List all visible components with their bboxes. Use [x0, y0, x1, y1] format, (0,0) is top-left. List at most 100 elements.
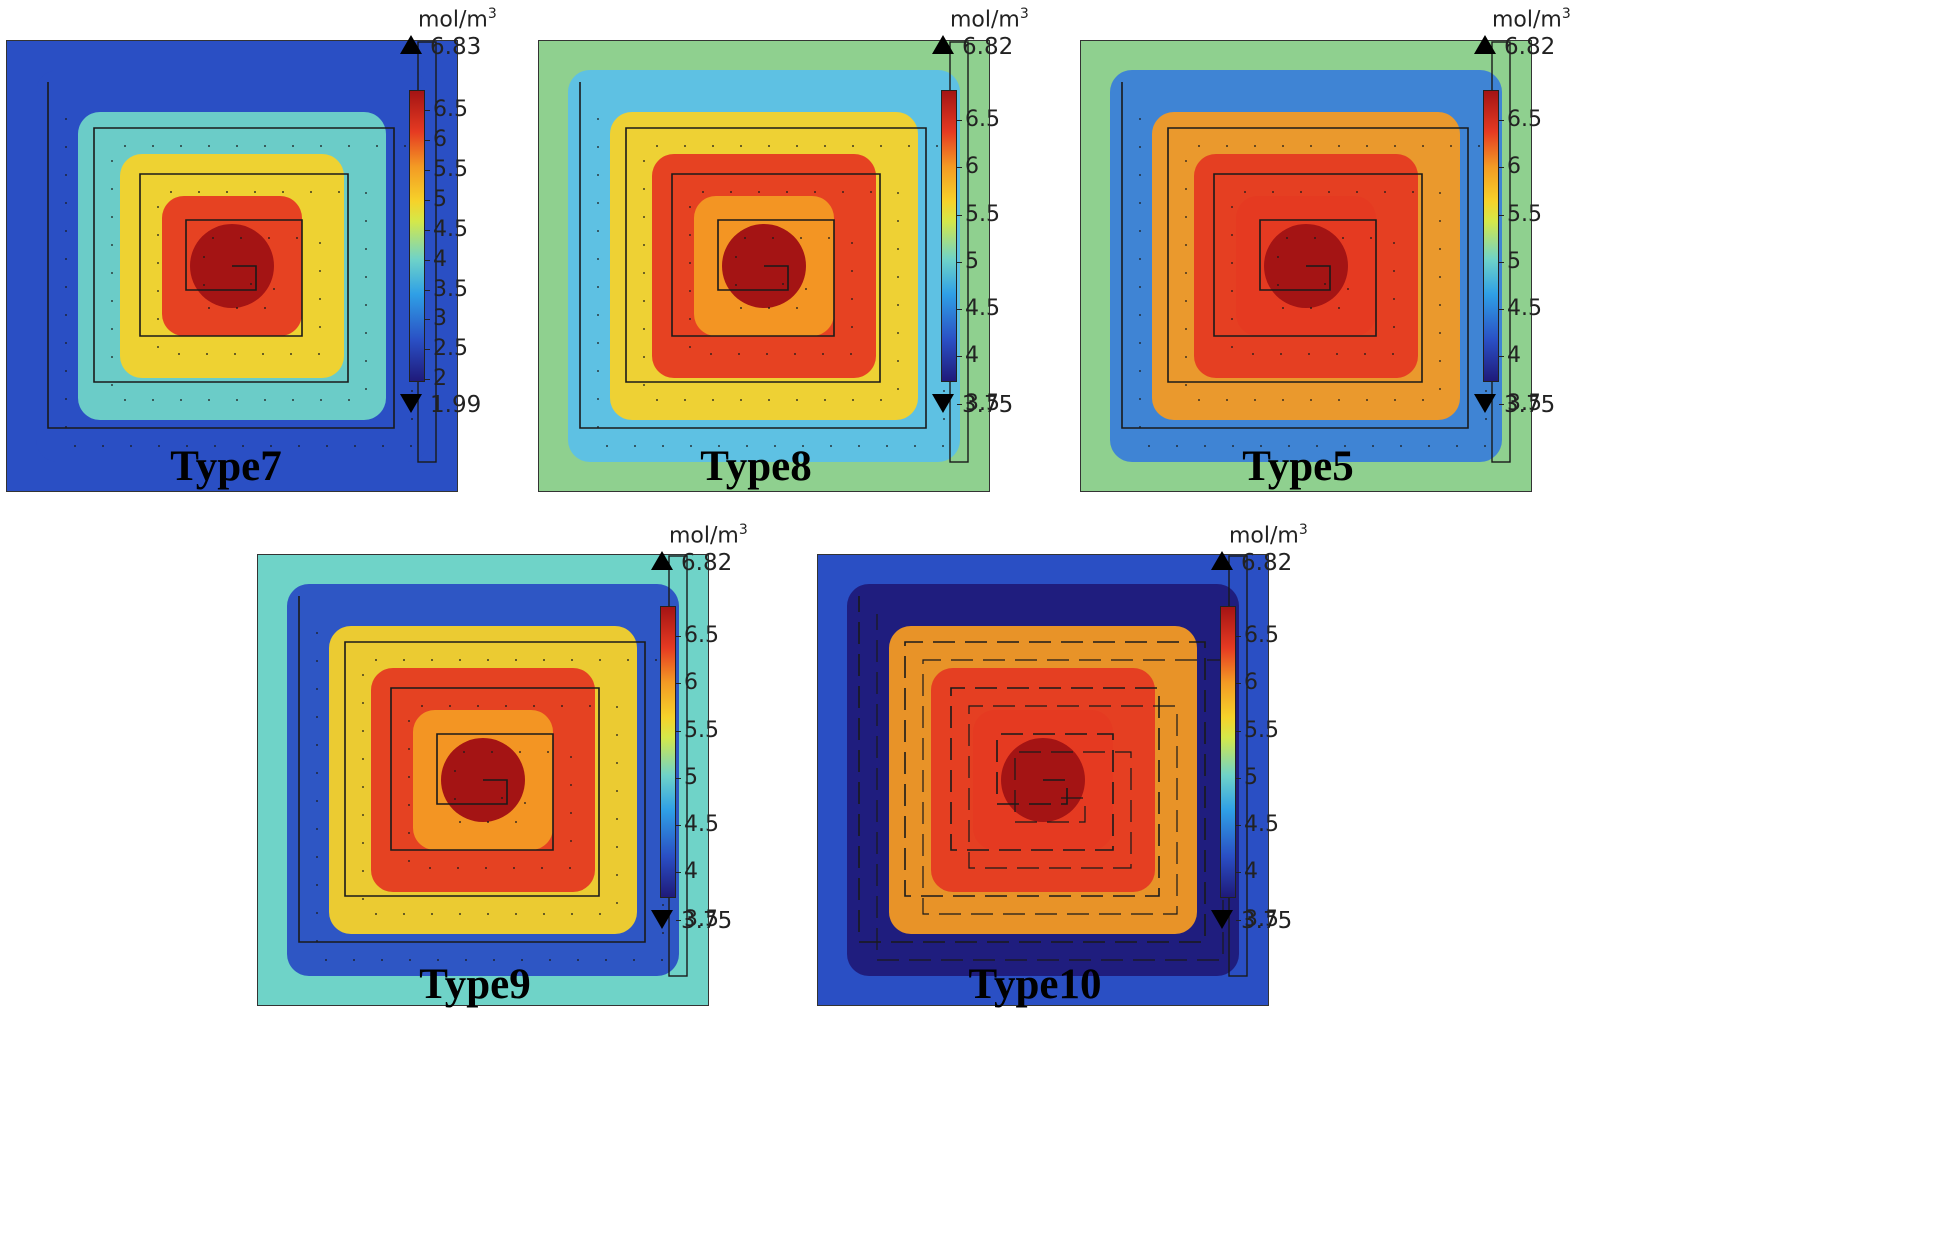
min-triangle-icon [1474, 394, 1496, 413]
colorbar-tick-label: 3 [433, 306, 447, 332]
colorbar-tick-label: 4 [965, 343, 979, 369]
colorbar-tick-mark [425, 289, 430, 291]
colorbar-tick-mark [1499, 167, 1504, 169]
colorbar [1220, 606, 1236, 898]
colorbar-tick-label: 5 [684, 764, 698, 790]
colorbar-tick-label: 3.5 [684, 906, 719, 932]
colorbar-tick-mark [1499, 356, 1504, 358]
colorbar-tick-mark [1499, 309, 1504, 311]
colorbar-tick-mark [1236, 777, 1241, 779]
spiral-channel [579, 82, 927, 429]
colorbar-tick-mark [676, 919, 681, 921]
heatmap-svg [257, 554, 709, 1006]
colorbar-tick-label: 6.5 [433, 96, 468, 122]
min-triangle-icon [651, 910, 673, 929]
colorbar-tick-label: 6 [965, 154, 979, 180]
min-triangle-icon [932, 394, 954, 413]
colorbar [409, 90, 425, 382]
colorbar-tick-label: 4 [684, 859, 698, 885]
max-triangle-icon [400, 35, 422, 54]
colorbar-min: 3.75 [1474, 392, 1555, 418]
colorbar-tick-mark [1499, 403, 1504, 405]
colorbar-tick-mark [1499, 214, 1504, 216]
colorbar-tick-mark [1499, 120, 1504, 122]
colorbar-unit: mol/m3 [1492, 6, 1571, 33]
panel-type8: mol/m3 6.82 3.75 Type8 6.5 6 5.5 5 4.5 4 3.5 [538, 0, 1098, 492]
colorbar-tick-label: 5.5 [433, 156, 468, 182]
colorbar-max: 6.82 [651, 550, 732, 576]
colorbar-tick-mark [1236, 730, 1241, 732]
spiral-channel [298, 596, 646, 943]
panel-type9: mol/m3 6.82 3.75 Type9 6.5 6 5.5 5 4.5 4 3.5 [257, 516, 817, 1008]
colorbar-tick-mark [1236, 872, 1241, 874]
spiral-channel [47, 82, 395, 429]
colorbar-tick-mark [676, 683, 681, 685]
colorbar-tick-mark [957, 403, 962, 405]
colorbar-min: 3.75 [932, 392, 1013, 418]
colorbar-tick-label: 3.5 [1507, 390, 1542, 416]
colorbar-tick-label: 6.5 [965, 107, 1000, 133]
colorbar-tick-label: 6.5 [684, 623, 719, 649]
colorbar-tick-mark [676, 777, 681, 779]
colorbar [941, 90, 957, 382]
colorbar [660, 606, 676, 898]
panel-title: Type5 [1242, 443, 1354, 490]
max-triangle-icon [1211, 551, 1233, 570]
max-triangle-icon [932, 35, 954, 54]
colorbar-tick-label: 4.5 [433, 216, 468, 242]
heatmap-svg [817, 554, 1269, 1006]
colorbar-tick-mark [957, 120, 962, 122]
max-triangle-icon [1474, 35, 1496, 54]
colorbar-tick-mark [1499, 261, 1504, 263]
colorbar-tick-label: 5.5 [684, 717, 719, 743]
panel-type7: mol/m3 6.83 1.99 Type7 6.5 6 5.5 5 4.5 4 3.5 3 2… [6, 0, 566, 492]
colorbar-unit: mol/m3 [1229, 522, 1308, 549]
colorbar-tick-mark [676, 825, 681, 827]
colorbar-tick-mark [425, 139, 430, 141]
colorbar-unit: mol/m3 [418, 6, 497, 33]
colorbar-tick-mark [425, 229, 430, 231]
colorbar-tick-label: 3.5 [433, 276, 468, 302]
colorbar-tick-label: 6 [433, 126, 447, 152]
colorbar-min: 1.99 [400, 392, 481, 418]
colorbar-tick-mark [1236, 636, 1241, 638]
heatmap-plot [817, 554, 1269, 1006]
colorbar-tick-label: 4 [433, 246, 447, 272]
colorbar-tick-mark [425, 349, 430, 351]
panel-title: Type8 [700, 443, 812, 490]
heatmap-svg [538, 40, 990, 492]
colorbar-tick-label: 2.5 [433, 336, 468, 362]
spiral-channel [858, 596, 1206, 943]
colorbar-tick-label: 5 [965, 248, 979, 274]
colorbar-tick-label: 5 [433, 186, 447, 212]
colorbar-tick-mark [425, 259, 430, 261]
colorbar-max: 6.83 [400, 34, 481, 60]
colorbar-tick-mark [676, 730, 681, 732]
colorbar-tick-label: 5.5 [965, 201, 1000, 227]
colorbar-tick-label: 5 [1507, 248, 1521, 274]
colorbar-tick-mark [425, 109, 430, 111]
max-triangle-icon [651, 551, 673, 570]
colorbar-tick-mark [425, 199, 430, 201]
colorbar-tick-label: 4.5 [684, 812, 719, 838]
colorbar-tick-label: 4.5 [965, 296, 1000, 322]
colorbar-tick-label: 5 [1244, 764, 1258, 790]
heatmap-plot [6, 40, 458, 492]
colorbar-tick-label: 6.5 [1244, 623, 1279, 649]
colorbar-tick-mark [957, 167, 962, 169]
spiral-channel [1121, 82, 1469, 429]
colorbar-tick-mark [1236, 683, 1241, 685]
min-triangle-icon [1211, 910, 1233, 929]
colorbar-tick-label: 5.5 [1507, 201, 1542, 227]
colorbar-min: 3.75 [1211, 908, 1292, 934]
colorbar-tick-label: 6 [684, 670, 698, 696]
colorbar-tick-label: 4.5 [1507, 296, 1542, 322]
heatmap-plot [1080, 40, 1532, 492]
colorbar-tick-mark [957, 261, 962, 263]
panel-type10: mol/m3 6.82 3.75 Type10 6.5 6 5.5 5 4.5 4 3.5 [817, 516, 1377, 1008]
colorbar-tick-mark [676, 636, 681, 638]
colorbar-tick-label: 6 [1244, 670, 1258, 696]
colorbar-tick-mark [957, 309, 962, 311]
colorbar-tick-mark [1236, 919, 1241, 921]
colorbar-min: 3.75 [651, 908, 732, 934]
